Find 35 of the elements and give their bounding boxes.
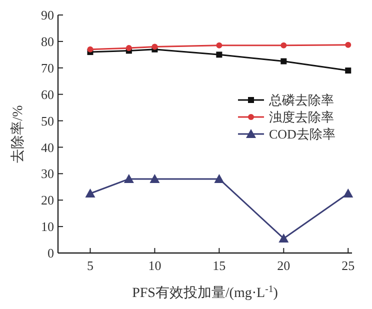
point	[343, 188, 354, 198]
y-axis-title: 去除率/%	[10, 104, 26, 163]
point	[345, 42, 352, 48]
x-tick-label: 20	[277, 258, 290, 273]
point	[280, 42, 287, 48]
point	[280, 58, 287, 64]
point	[124, 174, 134, 183]
point	[152, 44, 158, 50]
point	[345, 68, 352, 74]
point	[87, 46, 94, 52]
y-tick-label: 20	[41, 192, 54, 208]
x-tick-label: 15	[212, 258, 226, 273]
legend-label: 总磷去除率	[268, 92, 334, 108]
y-tick-label: 10	[41, 219, 54, 234]
point	[216, 42, 222, 48]
point	[85, 188, 96, 198]
y-tick-label: 40	[41, 140, 54, 155]
x-tick-label: 10	[148, 258, 162, 273]
x-axis-title: PFS有效投加量/(mg·L$^{-1}$)	[132, 284, 278, 301]
y-tick-label: 30	[41, 166, 54, 182]
point	[278, 233, 289, 242]
point	[126, 45, 132, 52]
point	[216, 52, 222, 58]
x-tick-label: 5	[86, 258, 94, 273]
point	[214, 174, 224, 183]
y-tick-label: 80	[41, 34, 54, 49]
legend-label: COD去除率	[269, 126, 336, 142]
y-tick-label: 50	[41, 113, 54, 128]
x-tick-label: 25	[342, 258, 355, 273]
y-tick-label: 70	[41, 60, 54, 76]
y-tick-label: 0	[48, 246, 54, 261]
y-tick-label: 90	[41, 8, 54, 23]
y-tick-label: 60	[41, 86, 54, 102]
legend-label: 浊度去除率	[269, 110, 334, 125]
point	[150, 174, 160, 183]
